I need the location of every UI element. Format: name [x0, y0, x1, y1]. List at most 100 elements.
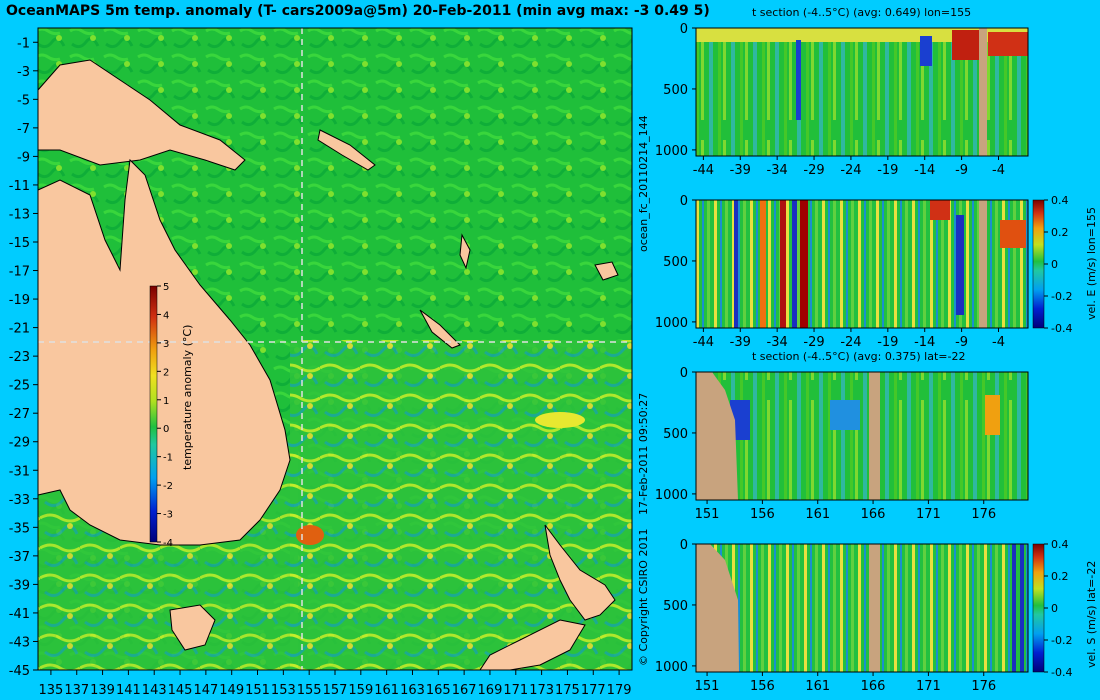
fiji-land — [594, 261, 619, 281]
section2-axes: -44 -39 -34 -29 -24 -19 -14 -9 -4 0 500 1000 0.4 0.2 0… — [655, 194, 1073, 350]
map-y-tick-label: -7 — [17, 122, 30, 137]
section2-y-tick-label: 1000 — [655, 316, 688, 331]
map-x-tick-label: 177 — [581, 683, 606, 698]
new-zealand-north-land — [544, 524, 616, 621]
section2-land — [979, 200, 987, 328]
main-title: OceanMAPS 5m temp. anomaly (T- cars2009a… — [6, 3, 710, 19]
section2-y-tick-label: 0 — [680, 194, 688, 209]
map-y-tick-label: -3 — [17, 65, 30, 80]
map-x-axis: 135 137 139 141 143 145 147 149 151 153 155 157 159 1… — [38, 670, 632, 698]
timestamp-label: 17-Feb-2011 09:50:27 — [637, 392, 650, 515]
map-colorbar-tick-label: 3 — [163, 339, 169, 350]
copyright-label: © Copyright CSIRO 2011 — [637, 528, 650, 666]
section4-colorbar — [1032, 543, 1045, 673]
section1-y-tick-label: 0 — [680, 22, 688, 37]
section2-plot — [695, 199, 1045, 329]
map-y-tick-label: -1 — [17, 36, 30, 51]
map-colorbar-tick-label: 2 — [163, 367, 169, 378]
section1-x-tick-label: -44 — [693, 163, 714, 178]
map-x-tick-label: 157 — [323, 683, 348, 698]
map-x-tick-label: 135 — [38, 683, 63, 698]
section4-colorbar-tick-label: -0.2 — [1051, 634, 1072, 647]
map-x-tick-label: 171 — [503, 683, 528, 698]
map-colorbar-tick-label: 5 — [163, 282, 169, 293]
map-colorbar-tick-label: 4 — [163, 310, 169, 321]
map-x-tick-label: 151 — [245, 683, 270, 698]
map-colorbar-tick-label: 0 — [163, 424, 169, 435]
model-run-label: ocean_fc_20110214_144 — [637, 115, 650, 252]
map-x-tick-label: 167 — [452, 683, 477, 698]
map-y-tick-label: -17 — [9, 265, 30, 280]
map-x-tick-label: 169 — [478, 683, 503, 698]
section3-x-tick-label: 176 — [971, 507, 996, 522]
map-y-tick-label: -43 — [9, 635, 30, 650]
map-y-tick-label: -45 — [9, 664, 30, 679]
map-colorbar-tick-label: 1 — [163, 396, 169, 407]
section1-x-tick-label: -34 — [767, 163, 788, 178]
map-y-tick-label: -9 — [17, 150, 30, 165]
section4-y-tick-label: 0 — [680, 538, 688, 553]
map-x-tick-label: 173 — [529, 683, 554, 698]
map-y-tick-label: -25 — [9, 379, 30, 394]
section2-x-tick-label: -14 — [914, 335, 935, 350]
section1-x-tick-label: -29 — [803, 163, 824, 178]
section4-land — [696, 544, 739, 672]
section4-colorbar-tick-label: -0.4 — [1051, 666, 1072, 679]
section4-x-tick-label: 161 — [805, 679, 830, 694]
warm-eddy — [296, 525, 324, 545]
map-plot-area — [37, 27, 633, 671]
map-y-tick-label: -23 — [9, 350, 30, 365]
section2-x-tick-label: -29 — [803, 335, 824, 350]
section2-x-tick-label: -34 — [767, 335, 788, 350]
map-y-tick-label: -27 — [9, 407, 30, 422]
section2-x-tick-label: -9 — [955, 335, 968, 350]
section4-colorbar-tick-label: 0.4 — [1051, 538, 1069, 551]
section1-x-tick-label: -4 — [992, 163, 1005, 178]
section3-y-tick-label: 500 — [663, 427, 688, 442]
section2-y-tick-label: 500 — [663, 255, 688, 270]
section4-y-tick-label: 1000 — [655, 660, 688, 675]
map-chart: 135 137 139 141 143 145 147 149 151 153 155 157 159 1… — [9, 27, 633, 698]
section2-colorbar-label: vel. E (m/s) lon=155 — [1085, 207, 1098, 320]
section2-x-tick-label: -4 — [992, 335, 1005, 350]
section1-x-tick-label: -9 — [955, 163, 968, 178]
map-colorbar-tick-label: -4 — [163, 538, 173, 549]
map-y-tick-label: -41 — [9, 607, 30, 622]
map-y-tick-label: -13 — [9, 207, 30, 222]
map-x-tick-label: 165 — [426, 683, 451, 698]
section4-land-bar — [869, 544, 880, 672]
section2-x-tick-label: -39 — [730, 335, 751, 350]
section4-y-tick-label: 500 — [663, 599, 688, 614]
map-colorbar-tick-label: -1 — [163, 453, 173, 464]
section1-y-tick-label: 500 — [663, 83, 688, 98]
map-x-tick-label: 149 — [219, 683, 244, 698]
section4-x-tick-label: 166 — [861, 679, 886, 694]
warm-patch — [535, 412, 585, 428]
section2-colorbar — [1032, 199, 1045, 329]
map-x-tick-label: 155 — [297, 683, 322, 698]
vanuatu-land — [459, 233, 471, 270]
section1-x-tick-label: -39 — [730, 163, 751, 178]
map-x-tick-label: 175 — [555, 683, 580, 698]
section2-colorbar-tick-label: 0.4 — [1051, 194, 1069, 207]
map-y-tick-label: -37 — [9, 550, 30, 565]
section3-x-tick-label: 151 — [695, 507, 720, 522]
section3-title: t section (-4..5°C) (avg: 0.375) lat=-22 — [752, 350, 966, 363]
section1-plot — [695, 27, 1029, 157]
section4-x-tick-label: 171 — [916, 679, 941, 694]
section3-axes: 151 156 161 166 171 176 0 500 1000 — [655, 366, 996, 522]
map-x-tick-label: 145 — [168, 683, 193, 698]
map-ocean-south — [290, 340, 632, 670]
map-y-tick-label: -15 — [9, 236, 30, 251]
map-colorbar-tick-label: -3 — [163, 510, 173, 521]
map-y-tick-label: -19 — [9, 293, 30, 308]
section-panels: -44 -39 -34 -29 -24 -19 -14 -9 -4 0 500 1000 -44 -39… — [655, 22, 1073, 694]
map-colorbar: 5 4 3 2 1 0 -1 -2 -3 -4 — [149, 282, 173, 549]
map-colorbar-label: temperature anomaly (°C) — [181, 324, 194, 470]
section2-colorbar-tick-label: 0.2 — [1051, 226, 1069, 239]
section3-x-tick-label: 166 — [861, 507, 886, 522]
australia-land — [37, 158, 291, 546]
map-y-tick-label: -11 — [9, 179, 30, 194]
section3-land-bar — [869, 372, 880, 500]
map-colorbar-tick-label: -2 — [163, 481, 173, 492]
